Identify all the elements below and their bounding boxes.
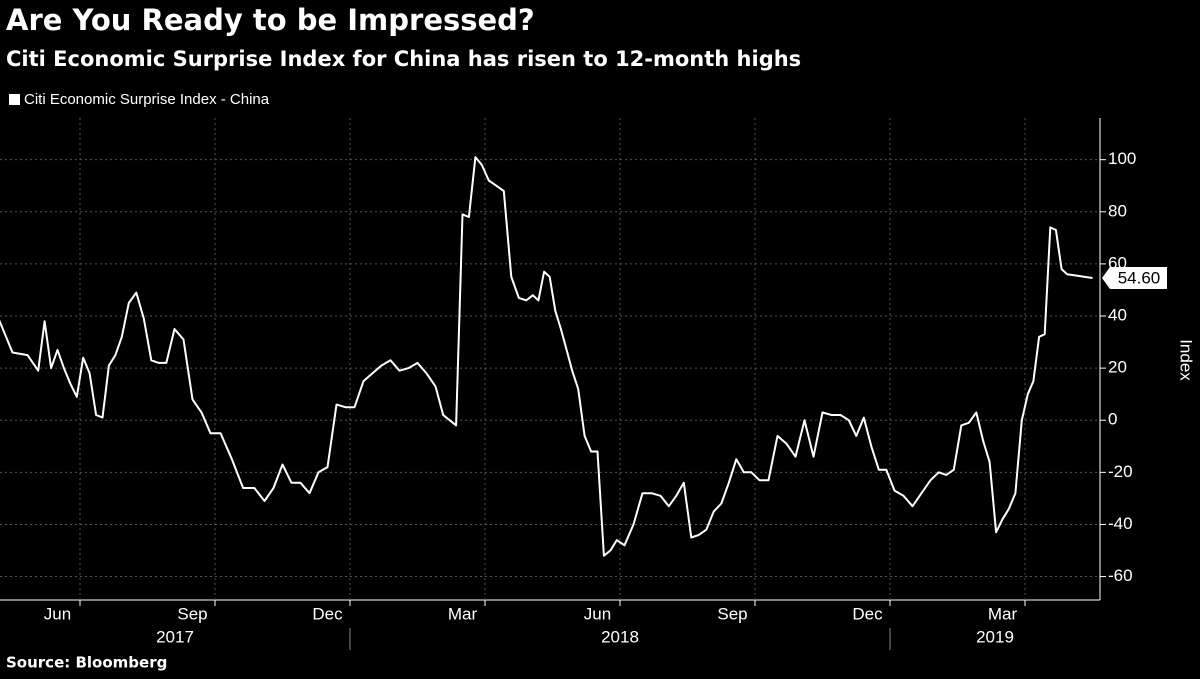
x-tick-label: Mar [988, 604, 1018, 623]
year-label: 2018 [601, 627, 639, 646]
y-tick-label: -60 [1108, 566, 1133, 585]
year-label: 2017 [156, 627, 194, 646]
year-label: 2019 [976, 627, 1014, 646]
chart-title: Are You Ready to be Impressed? [6, 3, 535, 37]
data-line [0, 156, 1093, 557]
y-tick-label: 80 [1108, 201, 1127, 220]
x-tick-label: Jun [584, 604, 611, 623]
y-tick-label: 40 [1108, 305, 1127, 324]
chart-subtitle: Citi Economic Surprise Index for China h… [6, 47, 801, 71]
y-tick-label: 20 [1108, 358, 1127, 377]
y-tick-label: -40 [1108, 514, 1133, 533]
x-tick-label: Dec [312, 604, 343, 623]
last-value-box [1102, 266, 1167, 289]
y-tick-label: 0 [1108, 410, 1117, 429]
x-tick-label: Sep [717, 604, 747, 623]
series [0, 156, 1093, 557]
legend-swatch [9, 94, 20, 105]
x-tick-label: Dec [852, 604, 883, 623]
x-tick-label: Mar [448, 604, 478, 623]
x-tick-label: Sep [177, 604, 207, 623]
legend-label: Citi Economic Surprise Index - China [24, 91, 270, 108]
y-tick-label: 100 [1108, 149, 1136, 168]
x-tick-label: Jun [44, 604, 71, 623]
y-axis-label: Index [1177, 339, 1196, 381]
source: Source: Bloomberg [6, 654, 167, 672]
last-value-label: 54.60 [1118, 268, 1161, 287]
y-tick-label: -20 [1108, 462, 1133, 481]
